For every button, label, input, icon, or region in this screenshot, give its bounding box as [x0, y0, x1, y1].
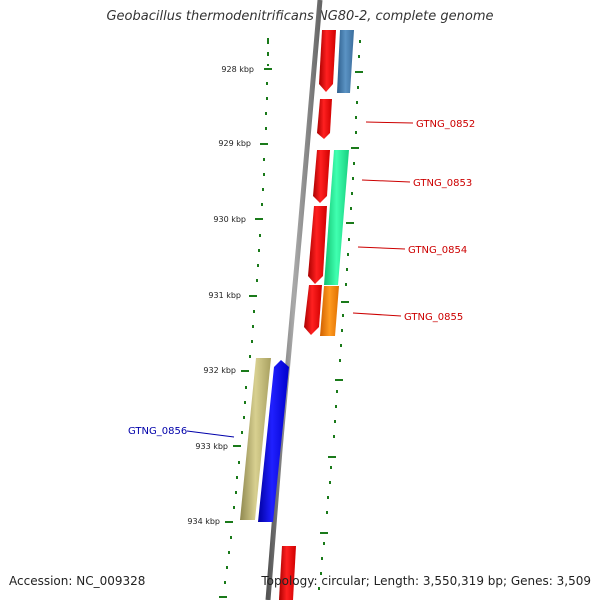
ruler-label: 928 kbp — [221, 65, 254, 74]
gene-arrow[interactable] — [304, 285, 322, 335]
gene-label[interactable]: GTNG_0852 — [416, 119, 475, 130]
ruler-label: 932 kbp — [203, 366, 236, 375]
gene-arrow[interactable] — [317, 99, 332, 139]
ruler-label: 933 kbp — [195, 442, 228, 451]
ruler-label: 929 kbp — [218, 139, 251, 148]
cog-band-khaki — [240, 358, 271, 520]
ruler-ticks-left — [219, 38, 272, 598]
cog-band-steel — [337, 30, 354, 93]
leader-line — [361, 179, 411, 183]
gene-label[interactable]: GTNG_0854 — [408, 245, 467, 256]
gene-arrow-reverse[interactable] — [258, 360, 289, 522]
accession-text: Accession: NC_009328 — [9, 574, 146, 588]
ruler-label: 930 kbp — [213, 215, 246, 224]
ruler-ticks-right — [318, 40, 363, 590]
gene-arrow[interactable] — [313, 150, 330, 203]
leader-line — [365, 121, 414, 124]
cog-band-green — [324, 150, 349, 285]
ruler-label: 934 kbp — [187, 517, 220, 526]
ruler-label: 931 kbp — [208, 291, 241, 300]
gene-arrow[interactable] — [279, 546, 296, 600]
gene-label[interactable]: GTNG_0855 — [404, 312, 463, 323]
gene-arrow[interactable] — [308, 206, 327, 284]
gene-label[interactable]: GTNG_0853 — [413, 178, 472, 189]
leader-line — [352, 312, 402, 317]
leader-line — [357, 246, 406, 250]
gene-arrow[interactable] — [319, 30, 336, 92]
ruler-labels: 928 kbp 929 kbp 930 kbp 931 kbp 932 kbp … — [187, 65, 254, 526]
gene-label[interactable]: GTNG_0856 — [128, 426, 187, 437]
map-title: Geobacillus thermodenitrificans NG80-2, … — [106, 9, 494, 24]
leader-line — [186, 430, 235, 438]
cog-band-orange — [320, 286, 339, 336]
genome-summary: Topology: circular; Length: 3,550,319 bp… — [261, 574, 591, 588]
